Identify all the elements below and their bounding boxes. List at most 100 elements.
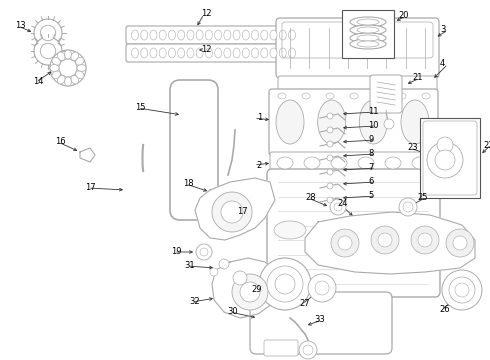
Text: 3: 3 [440, 26, 445, 35]
Text: 7: 7 [368, 163, 373, 172]
Ellipse shape [274, 221, 306, 239]
Ellipse shape [251, 48, 259, 58]
Polygon shape [195, 178, 275, 240]
Text: 9: 9 [368, 135, 373, 144]
Circle shape [299, 341, 317, 359]
Ellipse shape [169, 30, 175, 40]
Ellipse shape [169, 48, 175, 58]
Ellipse shape [52, 71, 61, 78]
Ellipse shape [357, 19, 379, 25]
Circle shape [327, 113, 333, 119]
Ellipse shape [412, 157, 428, 169]
FancyBboxPatch shape [270, 152, 437, 174]
Ellipse shape [196, 48, 203, 58]
Ellipse shape [71, 75, 78, 84]
Circle shape [50, 50, 86, 86]
Ellipse shape [358, 157, 374, 169]
Circle shape [303, 345, 313, 355]
Text: 12: 12 [201, 45, 212, 54]
Text: 15: 15 [136, 104, 146, 112]
Ellipse shape [187, 48, 194, 58]
Text: 26: 26 [440, 306, 450, 315]
Ellipse shape [75, 71, 84, 78]
Circle shape [442, 270, 482, 310]
Text: 8: 8 [368, 149, 373, 158]
Ellipse shape [279, 30, 286, 40]
Ellipse shape [331, 157, 347, 169]
Text: 19: 19 [172, 248, 182, 256]
Circle shape [330, 199, 346, 215]
Text: 4: 4 [440, 59, 445, 68]
Text: 27: 27 [299, 300, 310, 309]
Circle shape [232, 274, 268, 310]
FancyBboxPatch shape [276, 18, 439, 78]
Ellipse shape [357, 35, 379, 41]
Circle shape [196, 244, 212, 260]
Circle shape [34, 37, 62, 65]
Circle shape [327, 141, 333, 147]
Text: 22: 22 [483, 140, 490, 149]
Ellipse shape [350, 33, 386, 43]
Ellipse shape [385, 157, 401, 169]
Circle shape [267, 266, 303, 302]
Text: 10: 10 [368, 122, 378, 130]
Circle shape [418, 233, 432, 247]
Ellipse shape [289, 30, 295, 40]
Circle shape [378, 233, 392, 247]
Text: 12: 12 [201, 9, 212, 18]
FancyBboxPatch shape [264, 340, 298, 356]
Text: 24: 24 [338, 199, 348, 208]
Ellipse shape [326, 93, 334, 99]
Ellipse shape [278, 93, 286, 99]
FancyBboxPatch shape [126, 44, 300, 62]
Circle shape [327, 155, 333, 161]
Ellipse shape [277, 157, 293, 169]
Ellipse shape [141, 48, 148, 58]
FancyBboxPatch shape [278, 76, 437, 92]
Ellipse shape [357, 27, 379, 33]
Circle shape [435, 150, 455, 170]
Text: 28: 28 [305, 194, 316, 202]
Ellipse shape [224, 48, 231, 58]
Ellipse shape [224, 30, 231, 40]
Ellipse shape [215, 48, 221, 58]
Circle shape [455, 283, 469, 297]
Ellipse shape [350, 39, 386, 49]
Text: 30: 30 [227, 307, 238, 316]
Ellipse shape [276, 100, 304, 144]
Ellipse shape [150, 48, 157, 58]
Circle shape [399, 198, 417, 216]
Circle shape [449, 277, 475, 303]
Circle shape [40, 43, 56, 59]
Ellipse shape [350, 17, 386, 27]
Ellipse shape [270, 48, 277, 58]
Polygon shape [305, 212, 475, 274]
Circle shape [427, 142, 463, 178]
Text: 11: 11 [368, 108, 378, 117]
Circle shape [221, 201, 243, 223]
Ellipse shape [357, 221, 390, 239]
Ellipse shape [251, 30, 259, 40]
Text: 21: 21 [412, 73, 422, 82]
Ellipse shape [233, 48, 240, 58]
Circle shape [233, 271, 247, 285]
Circle shape [384, 119, 394, 129]
Circle shape [59, 59, 77, 77]
Circle shape [240, 282, 260, 302]
Circle shape [210, 268, 218, 276]
Circle shape [327, 183, 333, 189]
Ellipse shape [261, 48, 268, 58]
Text: 14: 14 [33, 77, 44, 86]
Ellipse shape [187, 30, 194, 40]
Ellipse shape [422, 93, 430, 99]
Ellipse shape [159, 48, 166, 58]
Circle shape [403, 202, 413, 212]
Text: 16: 16 [55, 138, 66, 147]
Text: 33: 33 [314, 315, 325, 324]
Ellipse shape [50, 64, 59, 72]
Ellipse shape [289, 48, 295, 58]
Text: 1: 1 [257, 113, 262, 122]
Ellipse shape [270, 30, 277, 40]
Circle shape [275, 274, 295, 294]
Bar [342, 10, 394, 58]
